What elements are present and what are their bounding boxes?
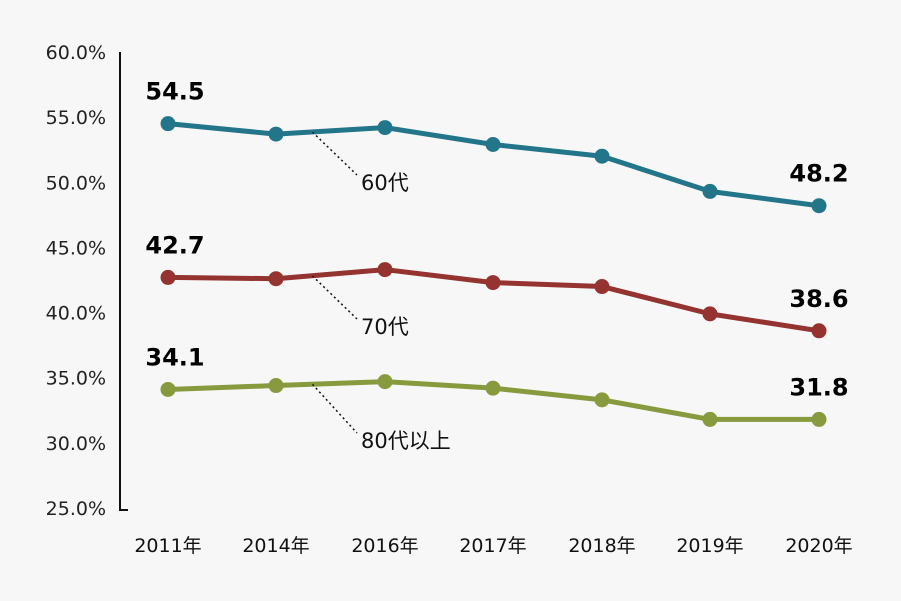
data-label-last: 38.6 — [789, 285, 848, 313]
y-tick-label: 50.0% — [46, 172, 106, 194]
series-name-label: 80代以上 — [361, 429, 451, 453]
data-point — [377, 374, 393, 390]
data-point — [268, 378, 284, 394]
x-tick-label: 2014年 — [242, 535, 309, 557]
data-point — [160, 269, 176, 285]
data-point — [702, 306, 718, 322]
y-tick-label: 40.0% — [46, 303, 106, 325]
data-point — [811, 198, 827, 214]
x-tick-label: 2019年 — [676, 535, 743, 557]
data-point — [811, 411, 827, 427]
y-tick-label: 25.0% — [46, 498, 106, 520]
data-label-first: 54.5 — [145, 78, 204, 106]
y-tick-label: 30.0% — [46, 433, 106, 455]
x-tick-label: 2016年 — [351, 535, 418, 557]
data-point — [377, 262, 393, 278]
data-label-last: 31.8 — [789, 373, 848, 401]
data-point — [702, 411, 718, 427]
series-name-label: 60代 — [361, 171, 409, 195]
leader-line — [311, 383, 358, 434]
x-tick-label: 2017年 — [459, 535, 526, 557]
y-tick-label: 55.0% — [46, 107, 106, 129]
series-line-0 — [167, 121, 820, 209]
x-tick-label: 2020年 — [785, 535, 852, 557]
x-tick-label: 2011年 — [134, 535, 201, 557]
data-point — [268, 271, 284, 287]
data-label-first: 42.7 — [145, 231, 204, 259]
data-point — [594, 392, 610, 408]
data-point — [594, 279, 610, 295]
data-point — [160, 381, 176, 397]
data-label-last: 48.2 — [789, 160, 848, 188]
x-tick-label: 2018年 — [568, 535, 635, 557]
data-point — [268, 126, 284, 142]
data-point — [485, 275, 501, 291]
data-label-first: 34.1 — [145, 343, 204, 371]
leader-line — [311, 131, 358, 176]
data-point — [594, 148, 610, 164]
data-point — [485, 137, 501, 153]
data-point — [160, 116, 176, 132]
data-point — [811, 323, 827, 339]
data-point — [377, 120, 393, 136]
leader-line — [311, 275, 358, 320]
data-point — [702, 183, 718, 199]
y-tick-label: 35.0% — [46, 368, 106, 390]
series-name-label: 70代 — [361, 315, 409, 339]
y-tick-label: 45.0% — [46, 237, 106, 259]
y-axis-line — [119, 52, 128, 511]
data-point — [485, 380, 501, 396]
y-tick-label: 60.0% — [46, 42, 106, 64]
